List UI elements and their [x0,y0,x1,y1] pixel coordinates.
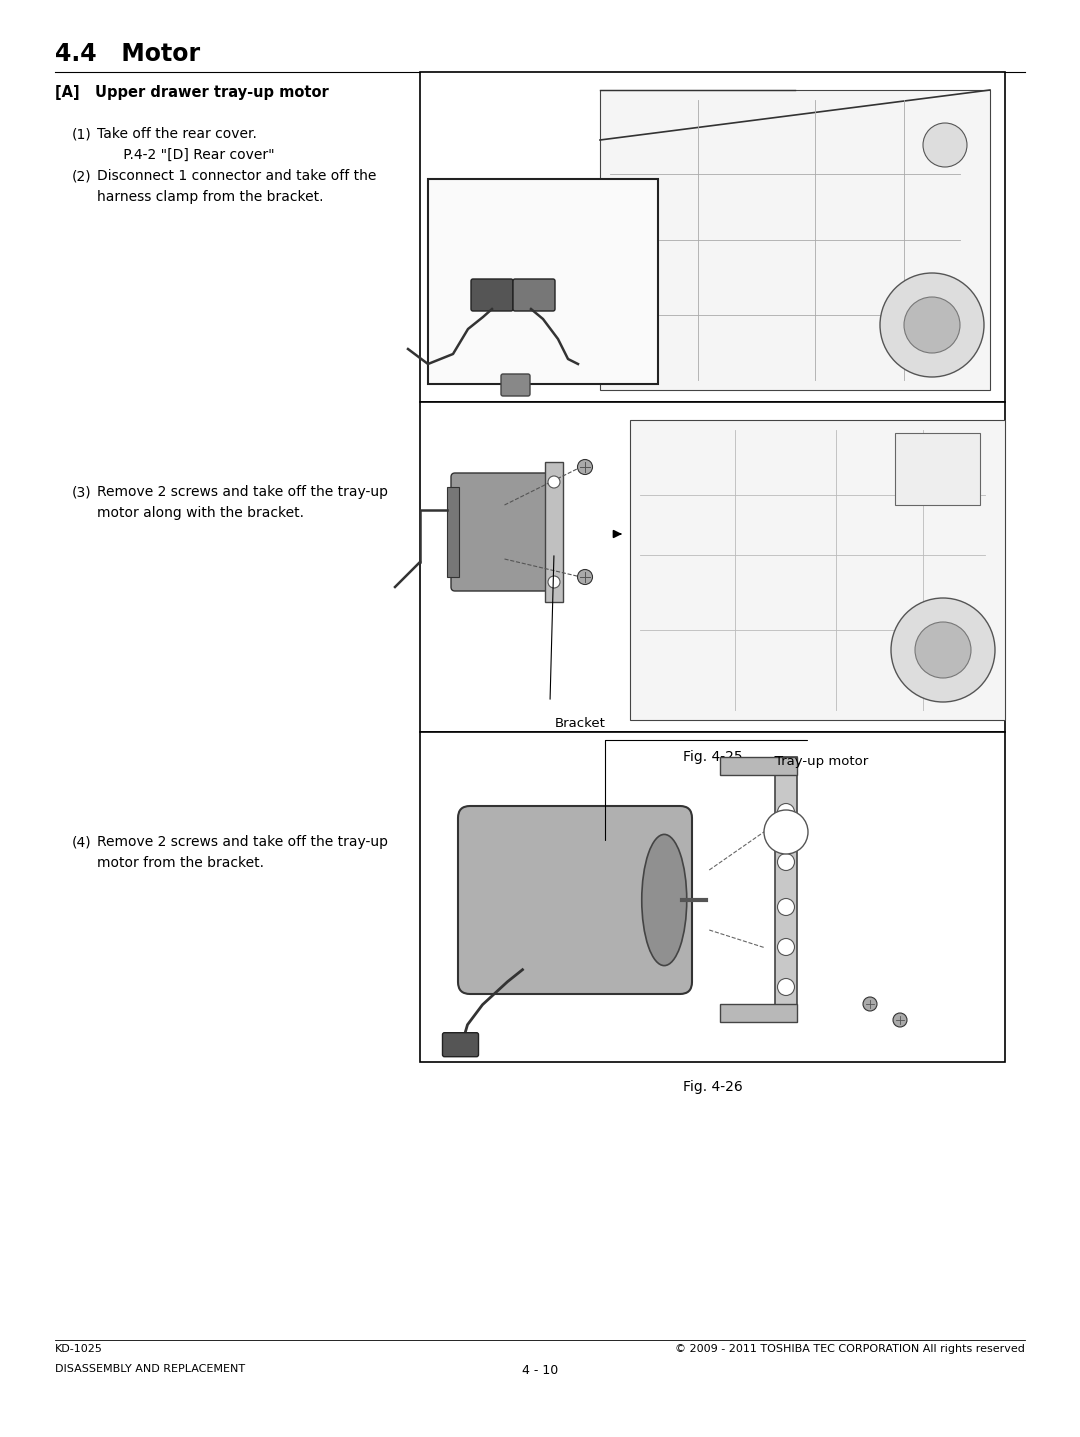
Text: (1): (1) [72,126,92,141]
Text: (3): (3) [72,486,92,499]
Text: Take off the rear cover.: Take off the rear cover. [97,126,257,141]
Text: Fig. 4-24: Fig. 4-24 [683,420,742,434]
Bar [545,463,563,602]
Text: Remove 2 screws and take off the tray-up: Remove 2 screws and take off the tray-up [97,486,388,499]
Circle shape [778,854,795,871]
FancyBboxPatch shape [513,279,555,310]
Circle shape [933,453,977,497]
Bar [420,731,1005,1062]
Text: 4 - 10: 4 - 10 [522,1364,558,1377]
Circle shape [778,898,795,915]
Text: 4.4   Motor: 4.4 Motor [55,42,200,66]
Circle shape [778,979,795,996]
Circle shape [923,124,967,167]
Text: P.4-2 "[D] Rear cover": P.4-2 "[D] Rear cover" [97,148,274,162]
FancyBboxPatch shape [458,806,692,994]
Bar [420,72,1005,402]
Text: harness clamp from the bracket.: harness clamp from the bracket. [97,190,324,204]
Bar [895,433,980,504]
Circle shape [880,273,984,376]
Text: (4): (4) [72,835,92,849]
Bar [420,402,1005,731]
Bar [600,91,990,389]
Text: (2): (2) [72,170,92,182]
Circle shape [893,1013,907,1027]
Circle shape [778,803,795,821]
Bar [630,420,1005,720]
Circle shape [904,297,960,354]
Circle shape [578,460,593,474]
Circle shape [778,938,795,956]
Text: motor along with the bracket.: motor along with the bracket. [97,506,303,520]
Text: DISASSEMBLY AND REPLACEMENT: DISASSEMBLY AND REPLACEMENT [55,1364,245,1374]
Bar [428,180,658,384]
Text: motor from the bracket.: motor from the bracket. [97,856,264,869]
FancyBboxPatch shape [443,1033,478,1056]
Text: Fig. 4-26: Fig. 4-26 [683,1081,742,1094]
Text: [A]   Upper drawer tray-up motor: [A] Upper drawer tray-up motor [55,85,328,101]
Text: Disconnect 1 connector and take off the: Disconnect 1 connector and take off the [97,170,376,182]
Circle shape [578,569,593,585]
FancyBboxPatch shape [451,473,549,591]
Bar [720,757,797,775]
Text: Fig. 4-25: Fig. 4-25 [683,750,742,764]
Text: © 2009 - 2011 TOSHIBA TEC CORPORATION All rights reserved: © 2009 - 2011 TOSHIBA TEC CORPORATION Al… [675,1344,1025,1354]
Circle shape [863,997,877,1012]
Circle shape [548,576,561,588]
Text: KD-1025: KD-1025 [55,1344,103,1354]
Circle shape [764,810,808,854]
Circle shape [548,476,561,489]
Bar [720,1004,797,1022]
Bar [447,487,459,578]
Text: Remove 2 screws and take off the tray-up: Remove 2 screws and take off the tray-up [97,835,388,849]
Circle shape [891,598,995,703]
Text: Tray-up motor: Tray-up motor [775,754,868,767]
FancyBboxPatch shape [471,279,513,310]
Bar [775,757,797,1022]
FancyBboxPatch shape [501,374,530,397]
Text: Bracket: Bracket [555,717,606,730]
Circle shape [915,622,971,678]
Ellipse shape [642,835,687,966]
